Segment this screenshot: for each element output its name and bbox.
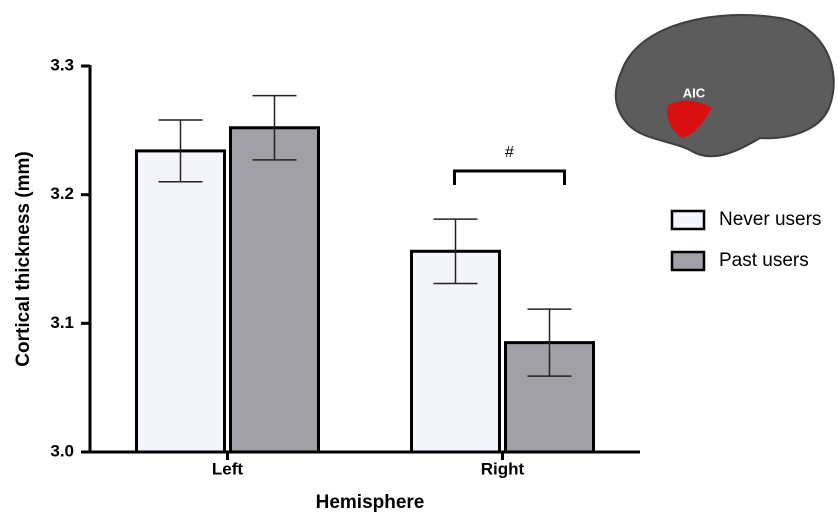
legend-swatch <box>672 211 704 229</box>
legend-label: Never users <box>719 209 821 230</box>
brain-inset: AIC <box>616 15 834 156</box>
x-tick-label: Left <box>212 459 244 478</box>
x-tick-label: Right <box>481 459 525 478</box>
chart: Hemisphere Cortical thickness (mm) AIC 3… <box>0 0 838 513</box>
y-tick-label: 3.1 <box>50 313 74 332</box>
brain-shape <box>616 15 834 156</box>
y-tick-label: 3.0 <box>50 441 74 460</box>
bar <box>137 151 225 452</box>
significance-bracket <box>455 171 565 185</box>
legend-swatch <box>672 252 704 270</box>
y-axis-label: Cortical thickness (mm) <box>13 151 34 366</box>
inset-label: AIC <box>683 85 706 100</box>
bar <box>231 128 319 452</box>
x-axis-label: Hemisphere <box>316 492 425 513</box>
y-tick-label: 3.3 <box>50 55 74 74</box>
legend-label: Past users <box>719 250 809 271</box>
y-tick-label: 3.2 <box>50 184 74 203</box>
annotation: # <box>505 144 514 161</box>
